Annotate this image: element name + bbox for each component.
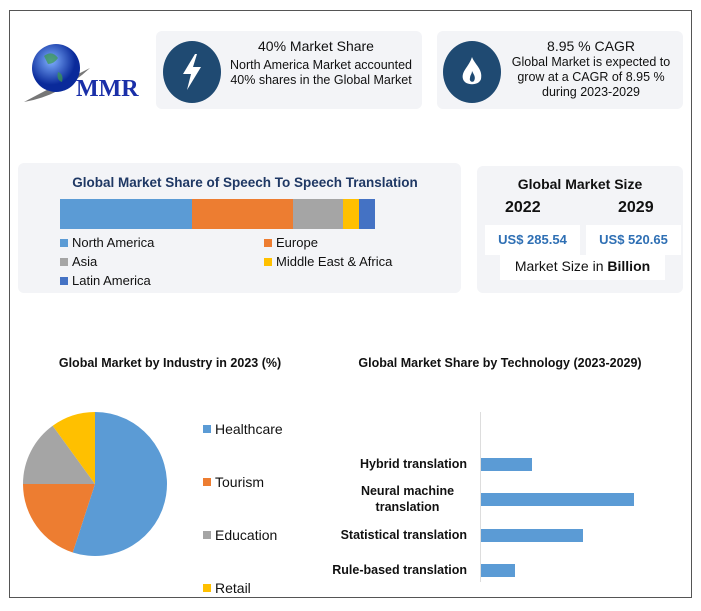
- flame-icon: [443, 41, 501, 103]
- stack-segment-latin-america: [359, 199, 375, 229]
- legend-label: Latin America: [72, 273, 151, 288]
- legend-label: Retail: [215, 580, 251, 596]
- legend-label: Tourism: [215, 474, 265, 490]
- tech-axis-line: [480, 412, 481, 582]
- legend-label: Middle East & Africa: [276, 254, 393, 269]
- legend-item: North America: [60, 235, 154, 250]
- year-2022: 2022: [505, 199, 541, 216]
- legend-item: Asia: [60, 254, 97, 269]
- legend-label: Europe: [276, 235, 318, 250]
- legend-item: Middle East & Africa: [264, 254, 392, 269]
- legend-swatch: [60, 238, 68, 247]
- year-2029: 2029: [618, 199, 654, 216]
- stack-segment-europe: [192, 199, 294, 229]
- legend-label: Healthcare: [215, 421, 283, 437]
- tech-bar: [481, 564, 515, 577]
- pie-slice-retail: [52, 412, 95, 484]
- legend-swatch: [203, 531, 211, 539]
- infographic-frame: [9, 10, 692, 598]
- tech-bar: [481, 458, 532, 471]
- pie-chart-title: Global Market by Industry in 2023 (%): [58, 356, 282, 370]
- market-share-card: 40% Market Share North America Market ac…: [156, 31, 422, 109]
- legend-swatch: [264, 257, 272, 266]
- stacked-bar: [60, 199, 375, 229]
- pie-slice-healthcare: [72, 412, 167, 556]
- tech-category-label: Statistical translation: [340, 528, 467, 542]
- stack-segment-north-america: [60, 199, 193, 229]
- legend-item: Europe: [264, 235, 318, 250]
- cagr-card: 8.95 % CAGR Global Market is expected to…: [437, 31, 683, 109]
- legend-swatch: [203, 425, 211, 433]
- legend-swatch: [264, 238, 272, 247]
- pie-legend-item: Retail: [203, 580, 251, 596]
- value-2022: US$ 285.54: [485, 225, 580, 255]
- card-title: 40% Market Share: [258, 38, 374, 54]
- unit-prefix: Market Size in: [514, 258, 608, 274]
- pie-chart: [23, 412, 167, 556]
- legend-swatch: [203, 584, 211, 592]
- unit-label: Market Size in Billion: [500, 255, 665, 280]
- card-text: Global Market is expected to grow at a C…: [511, 55, 671, 99]
- legend-swatch: [60, 257, 68, 266]
- stack-segment-asia: [293, 199, 344, 229]
- lightning-icon: [163, 41, 221, 103]
- tech-chart-title: Global Market Share by Technology (2023-…: [358, 356, 642, 370]
- legend-label: Asia: [72, 254, 98, 269]
- legend-item: Latin America: [60, 273, 151, 288]
- globe-logo-icon: [24, 44, 90, 102]
- pie-legend-item: Education: [203, 527, 277, 543]
- card-text: North America Market accounted 40% share…: [229, 58, 413, 87]
- pie-slice-tourism: [23, 484, 95, 553]
- mmr-logo: MMR: [20, 38, 150, 108]
- tech-bar: [481, 529, 583, 542]
- unit-bold: Billion: [607, 258, 651, 274]
- legend-swatch: [203, 478, 211, 486]
- logo-text: MMR: [76, 76, 139, 102]
- tech-category-label: Hybrid translation: [360, 457, 467, 471]
- card-title: 8.95 % CAGR: [547, 38, 635, 54]
- pie-slice-education: [23, 425, 95, 484]
- pie-legend-item: Healthcare: [203, 421, 283, 437]
- tech-bar: [481, 493, 634, 506]
- regional-chart-title: Global Market Share of Speech To Speech …: [72, 175, 418, 190]
- market-size-title: Global Market Size: [517, 176, 643, 192]
- tech-category-label: Rule-based translation: [332, 563, 467, 577]
- legend-swatch: [60, 276, 68, 285]
- stack-segment-middle-east-africa: [343, 199, 360, 229]
- legend-label: Education: [215, 527, 278, 543]
- pie-legend-item: Tourism: [203, 474, 264, 490]
- tech-category-label: Neural machine translation: [360, 484, 455, 514]
- legend-label: North America: [72, 235, 155, 250]
- value-2029: US$ 520.65: [586, 225, 681, 255]
